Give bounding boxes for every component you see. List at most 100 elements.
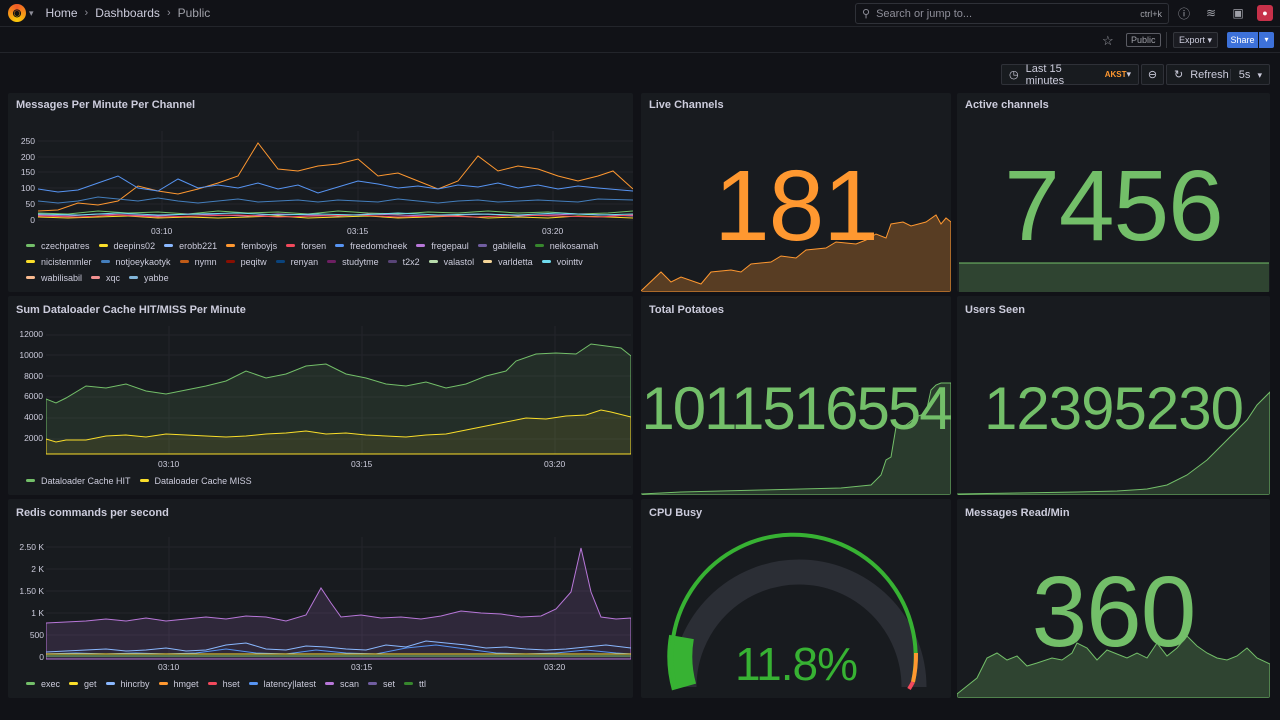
legend-item[interactable]: ttl bbox=[403, 677, 426, 690]
panel-total-potatoes[interactable]: Total Potatoes 1011516554 bbox=[641, 296, 951, 495]
legend-item[interactable]: czechpatres bbox=[26, 239, 90, 252]
refresh-label: Refresh bbox=[1190, 68, 1229, 81]
legend-swatch bbox=[416, 244, 426, 247]
legend-item[interactable]: femboyjs bbox=[226, 239, 277, 252]
legend-label: fregepaul bbox=[431, 240, 469, 251]
breadcrumb-dashboards[interactable]: Dashboards bbox=[95, 6, 160, 20]
legend-item[interactable]: fregepaul bbox=[416, 239, 469, 252]
breadcrumb-home[interactable]: Home bbox=[45, 6, 78, 20]
stat-value: 360 bbox=[1031, 556, 1197, 668]
legend-item[interactable]: scan bbox=[324, 677, 359, 690]
avatar[interactable]: ● bbox=[1257, 5, 1273, 21]
panel-live-channels[interactable]: Live Channels 181 bbox=[641, 93, 951, 292]
legend-item[interactable]: notjoeykaotyk bbox=[100, 255, 171, 268]
legend-item[interactable]: Dataloader Cache MISS bbox=[139, 474, 252, 487]
legend-item[interactable]: nymn bbox=[179, 255, 217, 268]
legend-item[interactable]: get bbox=[69, 677, 97, 690]
y-tick: 6000 bbox=[24, 391, 43, 401]
gauge bbox=[667, 532, 927, 691]
legend-swatch bbox=[69, 682, 79, 685]
legend-label: studytme bbox=[342, 256, 379, 267]
timeseries-chart[interactable] bbox=[46, 537, 631, 662]
legend-item[interactable]: gabilella bbox=[477, 239, 526, 252]
legend-item[interactable]: set bbox=[367, 677, 395, 690]
chevron-down-icon[interactable]: ▾ bbox=[29, 7, 34, 18]
stat-value: 12395230 bbox=[984, 375, 1244, 442]
legend-item[interactable]: yabbe bbox=[129, 271, 169, 284]
legend-label: hincrby bbox=[120, 678, 150, 689]
share-button[interactable]: Share bbox=[1227, 32, 1258, 48]
legend-swatch bbox=[26, 682, 35, 685]
x-tick: 03:20 bbox=[544, 459, 566, 469]
export-button[interactable]: Export ▾ bbox=[1173, 32, 1219, 48]
legend-swatch bbox=[158, 682, 168, 685]
legend-item[interactable]: valastol bbox=[428, 255, 475, 268]
legend-item[interactable]: hincrby bbox=[105, 677, 150, 690]
panel-cpu-busy[interactable]: CPU Busy 11.8% bbox=[641, 499, 951, 698]
timeseries-chart[interactable] bbox=[46, 326, 631, 456]
legend-item[interactable]: xqc bbox=[91, 271, 120, 284]
refresh-icon: ↻ bbox=[1174, 69, 1184, 81]
legend-label: valastol bbox=[443, 256, 475, 267]
panel-redis-commands[interactable]: Redis commands per second 2.50 K 2 K 1.5… bbox=[8, 499, 633, 698]
legend-swatch bbox=[534, 244, 544, 247]
keyboard-shortcut: ctrl+k bbox=[1140, 8, 1162, 19]
legend-item[interactable]: nicistemmler bbox=[26, 255, 92, 268]
legend-item[interactable]: neikosamah bbox=[534, 239, 598, 252]
legend-item[interactable]: renyan bbox=[275, 255, 318, 268]
legend-swatch bbox=[387, 260, 397, 263]
legend-item[interactable]: latency|latest bbox=[248, 677, 316, 690]
legend-item[interactable]: wabilisabil bbox=[26, 271, 82, 284]
time-range-picker[interactable]: ◷ Last 15 minutes AKST ▾ bbox=[1001, 63, 1139, 87]
x-tick: 03:15 bbox=[347, 226, 369, 236]
legend-label: Dataloader Cache HIT bbox=[41, 475, 131, 486]
stat-value: 7456 bbox=[1004, 150, 1223, 262]
search-input[interactable]: ⚲ Search or jump to... ctrl+k bbox=[855, 3, 1169, 24]
legend-label: femboyjs bbox=[241, 240, 278, 251]
star-icon[interactable]: ☆ bbox=[1102, 33, 1114, 48]
grafana-logo-icon[interactable]: ◉ bbox=[8, 4, 26, 22]
legend-item[interactable]: studytme bbox=[327, 255, 379, 268]
share-dropdown-button[interactable]: ▾ bbox=[1259, 32, 1274, 48]
panel-title: Users Seen bbox=[965, 304, 1025, 316]
y-tick: 12000 bbox=[19, 329, 43, 339]
timeseries-chart[interactable] bbox=[38, 131, 633, 226]
legend-item[interactable]: hmget bbox=[158, 677, 199, 690]
y-tick: 150 bbox=[20, 167, 35, 177]
rss-icon[interactable]: ≋ bbox=[1205, 6, 1217, 20]
panel-messages-per-minute[interactable]: Messages Per Minute Per Channel 250 200 … bbox=[8, 93, 633, 292]
panel-active-channels[interactable]: Active channels 7456 bbox=[957, 93, 1270, 292]
legend-item[interactable]: t2x2 bbox=[387, 255, 420, 268]
legend-item[interactable]: vointtv bbox=[541, 255, 583, 268]
legend-swatch bbox=[98, 244, 108, 247]
legend-label: Dataloader Cache MISS bbox=[154, 475, 252, 486]
legend-item[interactable]: Dataloader Cache HIT bbox=[26, 474, 131, 487]
zoom-out-button[interactable]: ⊖ bbox=[1141, 64, 1164, 85]
monitor-icon[interactable]: ▣ bbox=[1232, 6, 1244, 20]
refresh-interval-picker[interactable]: 5s ▾ bbox=[1229, 68, 1262, 81]
export-label: Export bbox=[1179, 35, 1206, 45]
gauge-fill bbox=[667, 634, 697, 691]
legend-item[interactable]: exec bbox=[26, 677, 60, 690]
legend-item[interactable]: forsen bbox=[286, 239, 326, 252]
legend-item[interactable]: erobb221 bbox=[164, 239, 217, 252]
legend-item[interactable]: hset bbox=[207, 677, 240, 690]
legend-label: scan bbox=[339, 678, 359, 689]
legend-label: nicistemmler bbox=[41, 256, 92, 267]
legend-item[interactable]: peqitw bbox=[225, 255, 267, 268]
panel-title: Messages Per Minute Per Channel bbox=[16, 99, 196, 111]
chevron-down-icon: ▾ bbox=[1126, 69, 1131, 79]
help-icon[interactable]: ⓘ bbox=[1177, 6, 1190, 21]
panel-users-seen[interactable]: Users Seen 12395230 bbox=[957, 296, 1270, 495]
refresh-button[interactable]: ↻ Refresh 5s ▾ bbox=[1166, 64, 1270, 85]
legend-item[interactable]: varldetta bbox=[483, 255, 533, 268]
x-tick: 03:15 bbox=[351, 459, 373, 469]
legend-item[interactable]: freedomcheek bbox=[335, 239, 407, 252]
legend-swatch bbox=[428, 260, 438, 263]
panel-title: CPU Busy bbox=[649, 507, 703, 519]
panel-messages-read[interactable]: Messages Read/Min 360 bbox=[957, 499, 1270, 698]
legend-swatch bbox=[129, 276, 139, 279]
panel-dataloader-cache[interactable]: Sum Dataloader Cache HIT/MISS Per Minute… bbox=[8, 296, 633, 495]
legend-item[interactable]: deepins02 bbox=[98, 239, 155, 252]
y-tick: 50 bbox=[25, 199, 35, 209]
